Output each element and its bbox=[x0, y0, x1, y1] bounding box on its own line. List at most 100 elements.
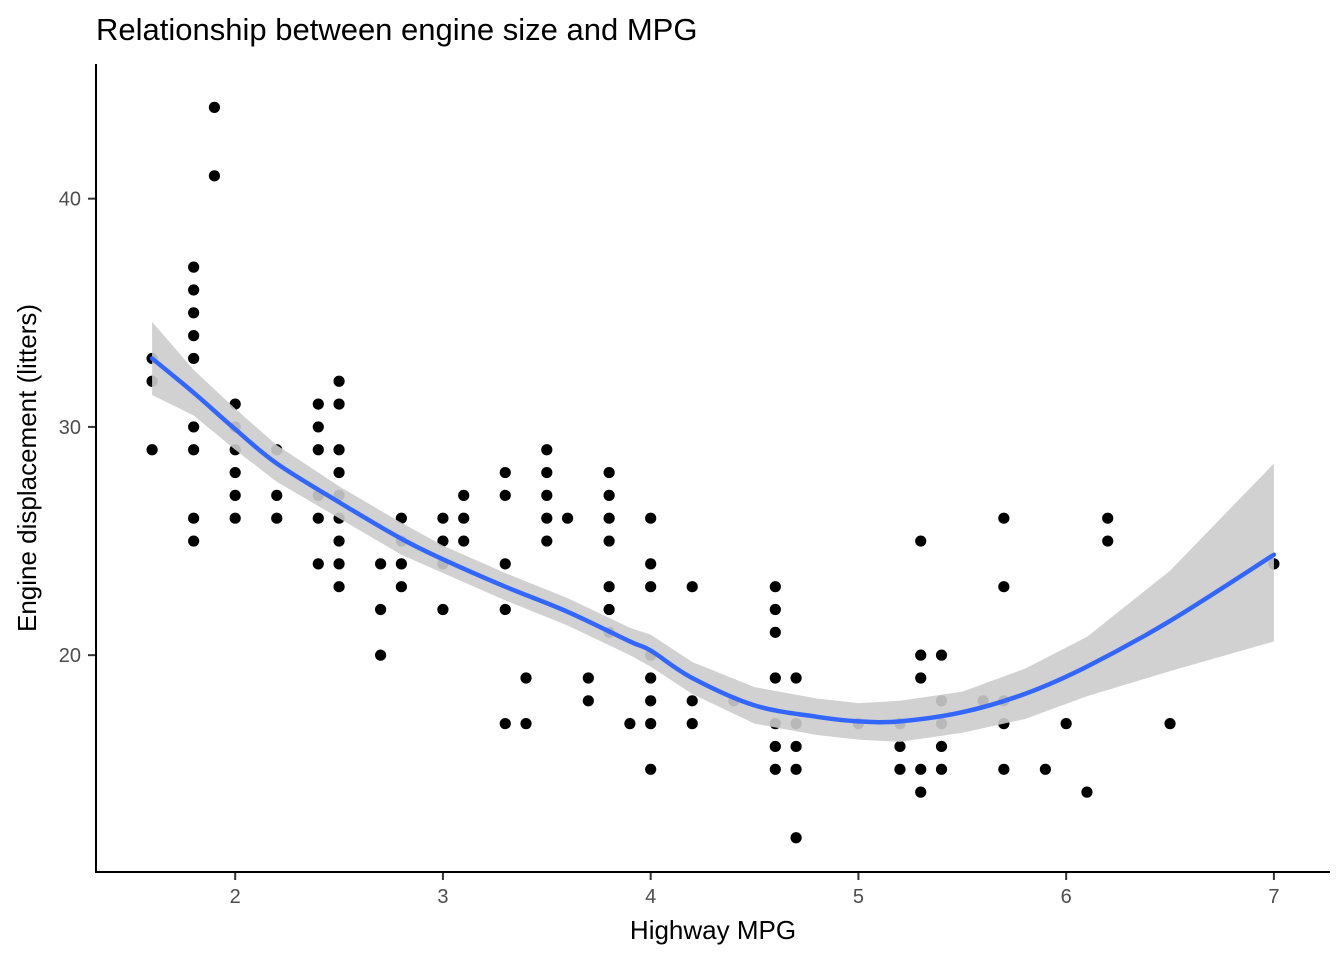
data-point-89 bbox=[769, 626, 781, 638]
data-point-39 bbox=[375, 603, 387, 616]
data-point-12 bbox=[208, 101, 221, 113]
x-axis-ticks: 2 3 4 5 6 7 bbox=[230, 873, 1279, 908]
data-point-49 bbox=[458, 489, 470, 501]
data-point-60 bbox=[541, 466, 553, 479]
data-point-72 bbox=[603, 603, 615, 616]
data-point-8 bbox=[188, 421, 200, 433]
x-tick-label: 5 bbox=[853, 886, 864, 908]
data-point-64 bbox=[561, 512, 574, 524]
data-point-17 bbox=[229, 466, 241, 479]
data-point-74 bbox=[624, 718, 636, 730]
data-point-77 bbox=[645, 581, 657, 593]
data-point-103 bbox=[915, 535, 927, 547]
data-point-35 bbox=[333, 535, 345, 547]
data-point-30 bbox=[333, 398, 345, 410]
data-point-40 bbox=[375, 649, 387, 661]
data-point-123 bbox=[1102, 535, 1114, 547]
data-point-23 bbox=[312, 398, 324, 410]
data-point-83 bbox=[686, 581, 698, 593]
data-point-76 bbox=[645, 558, 657, 570]
data-point-105 bbox=[915, 672, 927, 684]
x-axis-title: Highway MPG bbox=[630, 915, 796, 945]
data-point-59 bbox=[541, 444, 553, 456]
data-point-120 bbox=[1060, 718, 1072, 730]
data-point-51 bbox=[458, 535, 470, 547]
y-tick-label: 30 bbox=[59, 417, 81, 439]
data-point-61 bbox=[541, 489, 553, 501]
data-point-124 bbox=[1164, 718, 1176, 730]
data-point-3 bbox=[188, 261, 200, 273]
data-point-54 bbox=[499, 558, 511, 570]
data-point-96 bbox=[790, 740, 802, 753]
data-point-4 bbox=[188, 284, 200, 296]
data-point-57 bbox=[520, 672, 532, 684]
data-point-67 bbox=[603, 466, 615, 479]
data-point-119 bbox=[1039, 763, 1051, 775]
data-point-90 bbox=[769, 672, 781, 684]
data-point-62 bbox=[541, 512, 553, 524]
data-point-13 bbox=[208, 170, 221, 182]
data-point-37 bbox=[333, 581, 345, 593]
data-point-104 bbox=[915, 649, 927, 661]
data-point-82 bbox=[645, 763, 657, 775]
y-tick-label: 20 bbox=[59, 645, 81, 667]
smooth-line bbox=[149, 356, 1277, 725]
data-point-118 bbox=[998, 763, 1010, 775]
data-point-50 bbox=[458, 512, 470, 524]
data-point-87 bbox=[769, 581, 781, 593]
data-point-46 bbox=[437, 535, 449, 547]
data-point-122 bbox=[1102, 512, 1114, 524]
data-point-6 bbox=[188, 330, 200, 342]
data-point-79 bbox=[645, 672, 657, 684]
y-axis-ticks: 20 30 40 bbox=[59, 189, 95, 667]
x-tick-label: 7 bbox=[1268, 886, 1279, 908]
data-point-28 bbox=[312, 558, 324, 570]
data-point-22 bbox=[271, 512, 283, 524]
data-point-114 bbox=[998, 512, 1010, 524]
y-tick-label: 40 bbox=[59, 189, 81, 211]
data-point-107 bbox=[915, 786, 927, 798]
data-point-5 bbox=[188, 307, 200, 319]
data-point-31 bbox=[333, 444, 345, 456]
data-point-52 bbox=[499, 466, 511, 479]
data-point-88 bbox=[769, 603, 781, 616]
data-point-9 bbox=[188, 444, 200, 456]
data-point-70 bbox=[603, 535, 615, 547]
data-point-115 bbox=[998, 581, 1010, 593]
data-point-121 bbox=[1081, 786, 1093, 798]
data-point-102 bbox=[894, 763, 906, 775]
confidence-band bbox=[152, 321, 1274, 742]
data-point-69 bbox=[603, 512, 615, 524]
data-point-32 bbox=[333, 466, 345, 479]
data-point-85 bbox=[686, 718, 698, 730]
x-tick-label: 3 bbox=[437, 886, 448, 908]
data-point-2 bbox=[146, 444, 158, 456]
data-point-108 bbox=[935, 649, 948, 661]
x-tick-label: 4 bbox=[645, 886, 656, 908]
data-point-63 bbox=[541, 535, 553, 547]
data-point-92 bbox=[769, 740, 781, 753]
data-point-84 bbox=[686, 695, 698, 707]
data-point-36 bbox=[333, 558, 345, 570]
data-point-68 bbox=[603, 489, 615, 501]
data-point-43 bbox=[395, 558, 407, 570]
data-point-75 bbox=[645, 512, 657, 524]
x-tick-label: 2 bbox=[230, 886, 241, 908]
data-point-24 bbox=[312, 421, 324, 433]
data-point-65 bbox=[582, 672, 594, 684]
data-point-53 bbox=[499, 489, 511, 501]
data-point-71 bbox=[603, 581, 615, 593]
data-point-38 bbox=[375, 558, 387, 570]
data-point-45 bbox=[437, 512, 449, 524]
data-point-111 bbox=[935, 740, 948, 753]
plot-area bbox=[146, 101, 1280, 844]
data-point-18 bbox=[229, 489, 241, 501]
data-point-97 bbox=[790, 763, 802, 775]
data-point-44 bbox=[395, 581, 407, 593]
x-tick-label: 6 bbox=[1061, 886, 1072, 908]
data-point-21 bbox=[271, 489, 283, 501]
data-point-27 bbox=[312, 512, 324, 524]
data-point-93 bbox=[769, 763, 781, 775]
data-point-112 bbox=[935, 763, 948, 775]
